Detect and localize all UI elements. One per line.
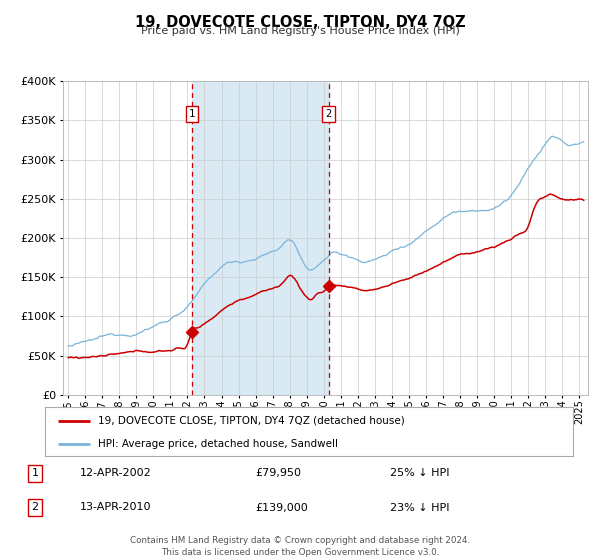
Text: 1: 1 (31, 468, 38, 478)
Text: This data is licensed under the Open Government Licence v3.0.: This data is licensed under the Open Gov… (161, 548, 439, 557)
Bar (192, 81, 329, 395)
Text: HPI: Average price, detached house, Sandwell: HPI: Average price, detached house, Sand… (98, 438, 338, 449)
Text: Price paid vs. HM Land Registry's House Price Index (HPI): Price paid vs. HM Land Registry's House … (140, 26, 460, 36)
Text: 2: 2 (325, 109, 332, 119)
Text: 19, DOVECOTE CLOSE, TIPTON, DY4 7QZ: 19, DOVECOTE CLOSE, TIPTON, DY4 7QZ (134, 15, 466, 30)
Text: 23% ↓ HPI: 23% ↓ HPI (390, 502, 450, 512)
Text: 13-APR-2010: 13-APR-2010 (80, 502, 152, 512)
Text: 1: 1 (189, 109, 196, 119)
Text: 19, DOVECOTE CLOSE, TIPTON, DY4 7QZ (detached house): 19, DOVECOTE CLOSE, TIPTON, DY4 7QZ (det… (98, 416, 404, 426)
Text: 12-APR-2002: 12-APR-2002 (80, 468, 152, 478)
Text: Contains HM Land Registry data © Crown copyright and database right 2024.: Contains HM Land Registry data © Crown c… (130, 536, 470, 545)
Text: £79,950: £79,950 (255, 468, 301, 478)
Text: 2: 2 (31, 502, 38, 512)
Text: £139,000: £139,000 (255, 502, 308, 512)
Text: 25% ↓ HPI: 25% ↓ HPI (390, 468, 450, 478)
